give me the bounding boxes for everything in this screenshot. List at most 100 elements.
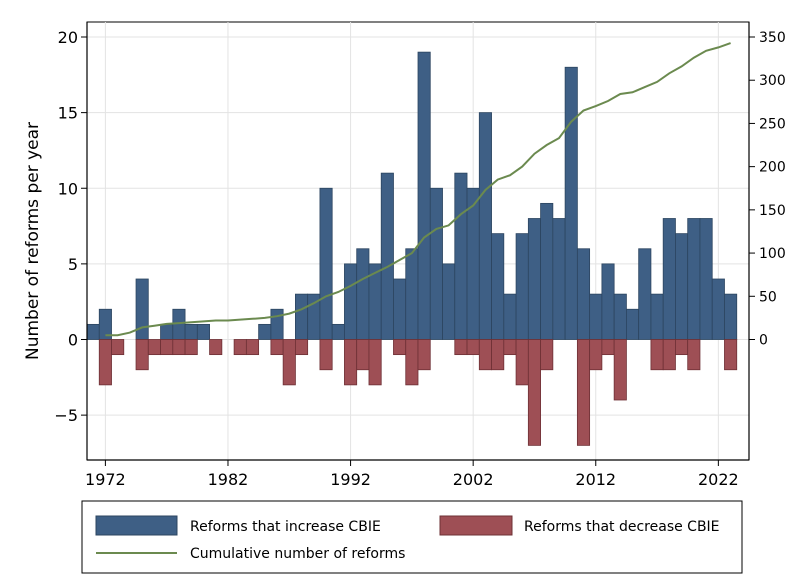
- bar-decrease: [270, 339, 284, 356]
- bar-decrease: [233, 339, 247, 356]
- cumulative-line: [105, 42, 731, 337]
- y-tick-label: 0: [68, 331, 78, 350]
- bar-increase: [86, 323, 100, 340]
- bar-decrease: [393, 339, 407, 356]
- y2-tick-label: 300: [759, 73, 786, 89]
- y2-tick-label: 350: [759, 30, 786, 46]
- x-tick-label: 1982: [208, 470, 249, 489]
- bar-decrease: [613, 339, 627, 401]
- legend-box: [81, 500, 743, 574]
- bar-decrease: [417, 339, 431, 371]
- bar-decrease: [454, 339, 468, 356]
- bar-increase: [344, 263, 358, 340]
- y2-tick-label: 50: [759, 289, 777, 305]
- bar-increase: [184, 323, 198, 340]
- bar-increase: [564, 66, 578, 340]
- bar-decrease: [319, 339, 333, 371]
- bar-increase: [331, 323, 345, 340]
- y2-tick-label: 100: [759, 246, 786, 262]
- bar-increase: [650, 293, 664, 340]
- bar-increase: [626, 308, 640, 340]
- y2-tick-label: 250: [759, 116, 786, 132]
- bar-increase: [380, 172, 394, 340]
- cumulative-line-path: [105, 42, 731, 337]
- bar-decrease: [466, 339, 480, 356]
- bar-decrease: [405, 339, 419, 386]
- bar-increase: [429, 187, 443, 340]
- bar-decrease: [491, 339, 505, 371]
- x-tick-label: 1972: [85, 470, 126, 489]
- bar-increase: [699, 218, 713, 340]
- bar-increase: [135, 278, 149, 340]
- y-tick-label: 5: [68, 255, 78, 274]
- bar-increase: [601, 263, 615, 340]
- bar-increase: [319, 187, 333, 340]
- bar-decrease: [503, 339, 517, 356]
- bar-decrease: [540, 339, 554, 371]
- bar-decrease: [650, 339, 664, 371]
- bar-increase: [491, 233, 505, 340]
- bar-decrease: [724, 339, 738, 371]
- legend-swatch-increase: [95, 515, 178, 536]
- bar-decrease: [209, 339, 223, 356]
- bar-decrease: [160, 339, 174, 356]
- bar-increase: [638, 248, 652, 340]
- bar-decrease: [515, 339, 529, 386]
- bar-decrease: [147, 339, 161, 356]
- bar-increase: [466, 187, 480, 340]
- bar-decrease: [184, 339, 198, 356]
- bar-decrease: [662, 339, 676, 371]
- bar-increase: [540, 202, 554, 340]
- bar-increase: [270, 308, 284, 340]
- bar-increase: [454, 172, 468, 340]
- bar-increase: [258, 323, 272, 340]
- bar-decrease: [98, 339, 112, 386]
- bar-increase: [393, 278, 407, 340]
- bar-decrease: [478, 339, 492, 371]
- legend-label-cumulative: Cumulative number of reforms: [190, 546, 405, 562]
- bar-increase: [196, 323, 210, 340]
- bar-decrease: [589, 339, 603, 371]
- bar-decrease: [172, 339, 186, 356]
- bar-increase: [478, 112, 492, 340]
- bar-increase: [613, 293, 627, 340]
- x-tick-label: 1992: [330, 470, 371, 489]
- bar-decrease: [135, 339, 149, 371]
- bar-increase: [576, 248, 591, 340]
- bar-increase: [527, 218, 541, 340]
- bar-decrease: [111, 339, 125, 356]
- bar-increase: [442, 263, 456, 340]
- legend-label-decrease: Reforms that decrease CBIE: [524, 519, 720, 535]
- bar-increase: [675, 233, 689, 340]
- bars: [86, 51, 738, 446]
- bar-increase: [711, 278, 725, 340]
- bar-decrease: [368, 339, 382, 386]
- bar-decrease: [527, 339, 541, 446]
- bar-increase: [405, 248, 419, 340]
- bar-increase: [356, 248, 370, 340]
- bar-increase: [662, 218, 676, 340]
- y-tick-label: 10: [58, 179, 78, 198]
- bar-decrease: [356, 339, 370, 371]
- bar-decrease: [601, 339, 615, 356]
- bar-decrease: [295, 339, 309, 356]
- y2-tick-label: 200: [759, 160, 786, 176]
- bar-increase: [724, 293, 738, 340]
- bar-decrease: [245, 339, 260, 356]
- x-tick-label: 2002: [453, 470, 494, 489]
- x-tick-label: 2012: [575, 470, 616, 489]
- bar-increase: [515, 233, 529, 340]
- bar-decrease: [282, 339, 296, 386]
- legend-label-increase: Reforms that increase CBIE: [190, 519, 381, 535]
- y2-tick-label: 150: [759, 203, 786, 219]
- y-tick-label: −5: [54, 406, 78, 425]
- bar-decrease: [576, 339, 591, 446]
- bar-increase: [160, 323, 174, 340]
- bar-increase: [295, 293, 309, 340]
- y2-tick-label: 0: [759, 333, 768, 349]
- y-tick-label: 20: [58, 28, 78, 47]
- legend-swatch-decrease: [439, 515, 513, 536]
- bar-decrease: [675, 339, 689, 356]
